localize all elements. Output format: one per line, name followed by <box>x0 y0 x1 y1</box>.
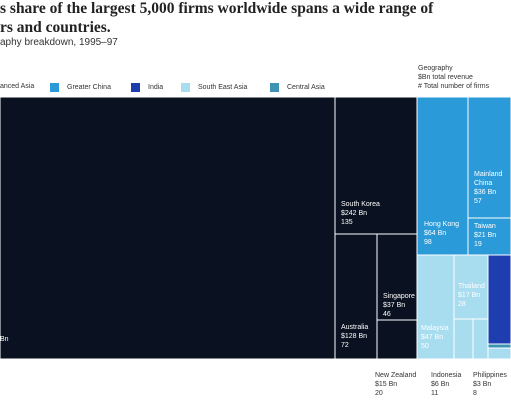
treemap-label-thailand-name: Thailand <box>458 283 485 290</box>
treemap-label-taiwan-revenue: $21 Bn <box>474 232 496 239</box>
treemap-label-mainland-china-revenue: $36 Bn <box>474 189 496 196</box>
treemap-label-hong-kong-name: Hong Kong <box>424 221 459 228</box>
treemap-label-australia-name: Australia <box>341 324 368 331</box>
size-key-revenue: $Bn total revenue <box>418 74 473 81</box>
legend-swatch-greater-china <box>50 83 59 92</box>
legend-item-greater-china: Greater China <box>50 83 111 92</box>
treemap-label-hong-kong-revenue: $64 Bn <box>424 230 446 237</box>
legend-swatch-central-asia <box>270 83 279 92</box>
treemap-cell-australia <box>334 233 378 360</box>
philippines-firms: 8 <box>473 390 477 397</box>
outside-label-new-zealand: New Zealand $15 Bn 20 <box>375 371 416 398</box>
philippines-revenue: $3 Bn <box>473 381 492 388</box>
outside-label-philippines: Philippines $3 Bn 8 <box>473 371 507 398</box>
treemap-label-singapore-name: Singapore <box>383 293 415 300</box>
legend-label-india: India <box>148 84 164 91</box>
treemap-label-south-korea-revenue: $242 Bn <box>341 210 367 217</box>
treemap-label-taiwan-name: Taiwan <box>474 223 496 230</box>
treemap-cell-singapore <box>376 233 418 321</box>
indonesia-name: Indonesia <box>431 372 462 379</box>
treemap-label-malaysia-revenue: $47 Bn <box>421 334 443 341</box>
treemap-cell-anced-asia-0 <box>0 96 336 360</box>
chart-title: s share of the largest 5,000 firms world… <box>0 0 511 37</box>
legend-item-south-east-asia: South East Asia <box>181 83 247 92</box>
treemap-label-malaysia-firms: 50 <box>421 343 429 350</box>
treemap-label-thailand-revenue: $17 Bn <box>458 292 480 299</box>
outside-label-indonesia: Indonesia $6 Bn 11 <box>431 371 461 398</box>
new-zealand-firms: 20 <box>375 390 383 397</box>
legend-label-central-asia: Central Asia <box>287 84 325 91</box>
size-key-firms: # Total number of firms <box>418 83 490 90</box>
legend-item-advanced-asia: anced Asia <box>0 83 34 90</box>
treemap-label-hong-kong-firms: 98 <box>424 239 432 246</box>
treemap-cell-india-13 <box>487 254 511 345</box>
legend-swatch-south-east-asia <box>181 83 190 92</box>
treemap-cell-indonesia <box>453 318 474 360</box>
size-key: Geography $Bn total revenue # Total numb… <box>418 64 489 91</box>
treemap-label-mainland-china-firms: 57 <box>474 198 482 205</box>
legend-label-greater-china: Greater China <box>67 84 111 91</box>
treemap-cell-new-zealand <box>376 319 418 360</box>
legend-label-south-east-asia: South East Asia <box>198 84 248 91</box>
philippines-name: Philippines <box>473 372 507 379</box>
treemap-cell-central-asia-14 <box>487 343 511 349</box>
treemap-label-singapore-firms: 46 <box>383 311 391 318</box>
treemap-cell-hong-kong <box>416 96 469 256</box>
treemap-label-australia-revenue: $128 Bn <box>341 333 367 340</box>
legend-swatch-india <box>131 83 140 92</box>
treemap-cell-taiwan <box>467 217 511 256</box>
legend-label-advanced-asia: anced Asia <box>0 83 35 90</box>
treemap-cell-philippines <box>472 318 489 360</box>
treemap-label-mainland-china-name: Mainland <box>474 171 503 178</box>
new-zealand-revenue: $15 Bn <box>375 381 398 388</box>
size-key-title: Geography <box>418 65 453 72</box>
new-zealand-name: New Zealand <box>375 372 417 379</box>
treemap-label-singapore-revenue: $37 Bn <box>383 302 405 309</box>
treemap-label-malaysia-name: Malaysia <box>421 325 449 332</box>
treemap-label-anced-asia-revenue: Bn <box>0 336 9 343</box>
treemap-label-south-korea-firms: 135 <box>341 219 353 226</box>
chart-title-line-1: s share of the largest 5,000 firms world… <box>0 0 434 17</box>
treemap-cell-malaysia <box>416 254 455 360</box>
chart-title-line-2: rs and countries. <box>0 19 111 36</box>
treemap-label-australia-firms: 72 <box>341 342 349 349</box>
treemap-label-taiwan-firms: 19 <box>474 241 482 248</box>
treemap-label-thailand-firms: 28 <box>458 301 466 308</box>
legend-item-india: India <box>131 83 163 92</box>
treemap-label-south-korea-name: South Korea <box>341 201 380 208</box>
indonesia-firms: 11 <box>431 390 439 397</box>
treemap-label-mainland-china-name: China <box>474 180 492 187</box>
legend-item-central-asia: Central Asia <box>270 83 325 92</box>
indonesia-revenue: $6 Bn <box>431 381 450 388</box>
chart-subtitle: aphy breakdown, 1995–97 <box>0 37 118 48</box>
